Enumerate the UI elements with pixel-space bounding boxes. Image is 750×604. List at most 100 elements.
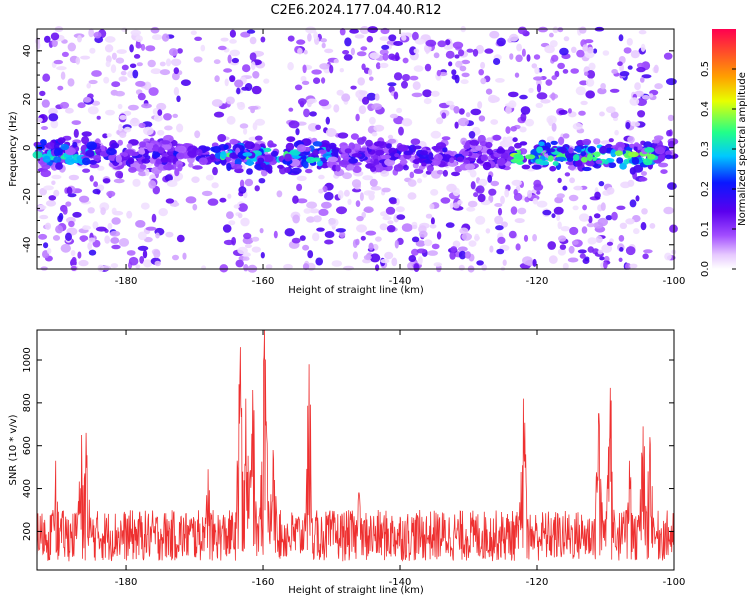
spectrogram-cell (141, 158, 151, 164)
spectrogram-cell (359, 26, 370, 35)
spectrogram-cell (187, 145, 199, 154)
spectrogram-cell (95, 147, 102, 155)
spectrogram-cell (411, 236, 420, 243)
spectrogram-cell (625, 246, 636, 256)
spectrogram-cell (468, 131, 476, 139)
spectrogram-cell (523, 234, 529, 242)
spectrogram-cell (309, 111, 317, 117)
spectrogram-cell (513, 153, 524, 160)
spectrogram-cell (347, 198, 352, 205)
spectrogram-cell (111, 244, 121, 250)
spectrogram-cell (619, 222, 628, 229)
spectrogram-cell (572, 122, 583, 130)
spectrogram-cell (263, 78, 270, 84)
spectrogram-cell (454, 54, 460, 59)
spectrogram-cell (45, 200, 57, 207)
spectrogram-cell (164, 125, 173, 131)
spectrogram-cell (251, 85, 262, 95)
spectrogram-cell (45, 142, 56, 150)
spectrogram-cell (71, 265, 77, 271)
spectrogram-y-label: Frequency (Hz) (8, 111, 19, 187)
spectrogram-cell (393, 41, 403, 46)
spectrogram-cell (155, 232, 160, 239)
spectrogram-cell (198, 157, 208, 165)
spectrogram-cell (176, 123, 184, 133)
spectrogram-cell (360, 235, 366, 241)
spectrogram-cell (457, 246, 468, 252)
spectrogram-cell (238, 186, 247, 194)
spectrogram-cell (550, 140, 558, 145)
spectrogram-cell (388, 34, 397, 42)
spectrogram-cell (375, 62, 381, 70)
spectrogram-cell (115, 154, 123, 163)
spectrogram-cell (321, 201, 332, 209)
spectrogram-cell (380, 258, 390, 264)
spectrogram-cell (104, 235, 111, 244)
spectrogram-cell (51, 180, 56, 186)
spectrogram-cell (137, 231, 147, 241)
spectrogram-cell (139, 256, 145, 264)
spectrogram-cell (61, 51, 69, 58)
spectrogram-cell (594, 191, 601, 200)
spectrogram-cell (110, 237, 120, 244)
spectrogram-cell (176, 234, 185, 243)
spectrogram-cell (375, 236, 382, 242)
spectrogram-cell (315, 124, 321, 130)
spectrogram-cell (201, 190, 213, 197)
spectrogram-cell (510, 126, 517, 132)
spectrogram-cell (551, 75, 557, 81)
spectrogram-cell (542, 209, 552, 216)
spectrogram-cell (243, 127, 248, 135)
spectrogram-cell (305, 168, 313, 174)
spectrogram-cell (320, 38, 328, 43)
spectrogram-cell (67, 42, 77, 52)
spectrogram-cell (43, 185, 54, 191)
spectrogram-cell (321, 77, 326, 84)
spectrogram-cell (415, 38, 425, 45)
spectrogram-cell (87, 106, 99, 115)
spectrogram-cell (436, 117, 444, 125)
spectrogram-cell (531, 63, 538, 69)
spectrogram-cell (567, 108, 572, 114)
spectrogram-cell (343, 189, 350, 197)
spectrogram-cell (467, 200, 478, 208)
spectrogram-cell (71, 120, 82, 125)
spectrogram-cell (80, 236, 87, 242)
spectrogram-cell (580, 151, 587, 157)
spectrogram-cell (460, 79, 469, 85)
spectrogram-cell (352, 165, 362, 173)
spectrogram-cell (321, 42, 326, 49)
spectrogram-cell (270, 150, 279, 157)
spectrogram-cell (367, 26, 379, 34)
spectrogram-cell (552, 26, 559, 34)
spectrogram-cell (355, 238, 360, 246)
spectrogram-cell (214, 75, 220, 83)
spectrogram-cell (490, 180, 500, 187)
spectrogram-cell (138, 149, 146, 155)
spectrogram-cell (336, 89, 344, 96)
spectrogram-cell (224, 78, 229, 87)
spectrogram-cell (154, 260, 161, 267)
spectrogram-cell (185, 196, 197, 204)
spectrogram-cell (351, 179, 362, 188)
spectrogram-cell (41, 164, 51, 170)
spectrogram-cell (545, 79, 553, 86)
spectrogram-cell (584, 71, 589, 77)
spectrogram-cell (387, 134, 394, 140)
spectrogram-cell (343, 54, 353, 61)
spectrogram-cell (176, 95, 181, 103)
spectrogram-cell (262, 154, 274, 163)
spectrogram-cell (316, 160, 323, 167)
spectrogram-cell (636, 67, 646, 73)
spectrogram-x-tick-label: -120 (526, 276, 549, 287)
spectrogram-cell (53, 156, 62, 164)
spectrogram-cell (587, 237, 597, 245)
spectrogram-cell (445, 39, 451, 46)
spectrogram-cell (157, 129, 165, 136)
spectrogram-cell (475, 215, 486, 225)
spectrogram-cell (159, 69, 171, 76)
spectrogram-cell (416, 178, 423, 184)
snr-y-axis: 200 400 600 800 1000 (22, 347, 674, 541)
spectrogram-cell (217, 45, 227, 51)
spectrogram-cell (164, 174, 173, 182)
